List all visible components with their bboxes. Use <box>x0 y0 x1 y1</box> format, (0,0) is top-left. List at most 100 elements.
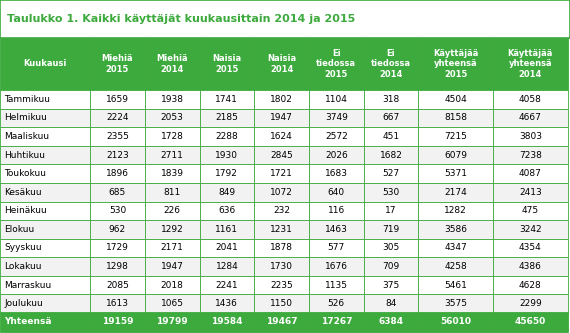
Bar <box>493 312 568 332</box>
Text: 1659: 1659 <box>106 95 129 104</box>
Text: 811: 811 <box>164 188 181 197</box>
Text: 1683: 1683 <box>325 169 348 178</box>
Bar <box>418 220 493 239</box>
Bar <box>309 257 364 276</box>
Text: 1947: 1947 <box>161 262 184 271</box>
Bar <box>364 201 418 220</box>
Bar <box>90 312 145 332</box>
Text: 17267: 17267 <box>320 317 352 326</box>
Bar <box>145 164 200 183</box>
Text: 5371: 5371 <box>444 169 467 178</box>
Bar <box>90 257 145 276</box>
Text: 1730: 1730 <box>270 262 293 271</box>
Bar <box>200 201 254 220</box>
Text: 4058: 4058 <box>519 95 542 104</box>
Text: Ei
tiedossa
2015: Ei tiedossa 2015 <box>316 49 356 79</box>
Text: 3586: 3586 <box>444 225 467 234</box>
Bar <box>90 90 145 109</box>
Text: 5461: 5461 <box>444 281 467 290</box>
Text: 2053: 2053 <box>161 113 184 122</box>
Text: Lokakuu: Lokakuu <box>5 262 42 271</box>
Bar <box>254 183 309 201</box>
Text: 636: 636 <box>218 206 235 215</box>
Text: 2572: 2572 <box>325 132 348 141</box>
Bar <box>309 183 364 201</box>
Bar <box>254 109 309 127</box>
Bar <box>493 90 568 109</box>
Bar <box>418 294 493 313</box>
Bar <box>418 90 493 109</box>
Text: 527: 527 <box>382 169 400 178</box>
Text: 667: 667 <box>382 113 400 122</box>
Text: 1463: 1463 <box>325 225 348 234</box>
Text: 577: 577 <box>328 243 345 252</box>
Text: 1729: 1729 <box>106 243 129 252</box>
Text: 4628: 4628 <box>519 281 541 290</box>
Bar <box>493 38 568 90</box>
Text: 1231: 1231 <box>270 225 293 234</box>
Text: 3242: 3242 <box>519 225 541 234</box>
Text: 1161: 1161 <box>215 225 238 234</box>
Text: 2085: 2085 <box>106 281 129 290</box>
Bar <box>0 257 90 276</box>
Bar <box>0 38 90 90</box>
Text: 4504: 4504 <box>445 95 467 104</box>
Bar <box>309 220 364 239</box>
Bar <box>0 90 90 109</box>
Bar <box>493 164 568 183</box>
Text: 19159: 19159 <box>101 317 133 326</box>
Bar <box>418 38 493 90</box>
Bar <box>200 164 254 183</box>
Bar <box>493 146 568 164</box>
Bar <box>0 127 90 146</box>
Bar <box>309 164 364 183</box>
Bar <box>493 127 568 146</box>
Text: Helmikuu: Helmikuu <box>5 113 47 122</box>
Bar <box>364 109 418 127</box>
Text: 2123: 2123 <box>106 151 129 160</box>
Bar <box>364 146 418 164</box>
Bar <box>0 312 90 332</box>
Bar <box>309 90 364 109</box>
Text: 1802: 1802 <box>270 95 293 104</box>
Text: 1065: 1065 <box>161 299 184 308</box>
Text: 1947: 1947 <box>270 113 293 122</box>
Bar <box>0 0 570 38</box>
Bar <box>0 109 90 127</box>
Text: 530: 530 <box>109 206 126 215</box>
Text: 1282: 1282 <box>445 206 467 215</box>
Bar <box>90 164 145 183</box>
Text: 719: 719 <box>382 225 400 234</box>
Bar <box>90 294 145 313</box>
Text: Taulukko 1. Kaikki käyttäjät kuukausittain 2014 ja 2015: Taulukko 1. Kaikki käyttäjät kuukausitta… <box>7 14 355 24</box>
Text: 2845: 2845 <box>270 151 293 160</box>
Text: 4087: 4087 <box>519 169 542 178</box>
Text: Toukokuu: Toukokuu <box>5 169 47 178</box>
Bar <box>418 276 493 294</box>
Text: 1938: 1938 <box>161 95 184 104</box>
Bar <box>90 220 145 239</box>
Text: 3749: 3749 <box>325 113 348 122</box>
Bar <box>0 276 90 294</box>
Text: 1839: 1839 <box>161 169 184 178</box>
Text: 19467: 19467 <box>266 317 298 326</box>
Bar <box>200 257 254 276</box>
Bar <box>145 38 200 90</box>
Bar <box>493 276 568 294</box>
Bar <box>364 90 418 109</box>
Bar <box>145 146 200 164</box>
Bar <box>493 201 568 220</box>
Bar <box>145 257 200 276</box>
Bar <box>254 239 309 257</box>
Bar <box>418 201 493 220</box>
Bar <box>364 183 418 201</box>
Text: 375: 375 <box>382 281 400 290</box>
Text: Ei
tiedossa
2014: Ei tiedossa 2014 <box>371 49 411 79</box>
Bar <box>145 109 200 127</box>
Bar <box>309 201 364 220</box>
Text: 7215: 7215 <box>444 132 467 141</box>
Bar <box>0 294 90 313</box>
Bar <box>418 239 493 257</box>
Bar <box>418 146 493 164</box>
Text: 2026: 2026 <box>325 151 348 160</box>
